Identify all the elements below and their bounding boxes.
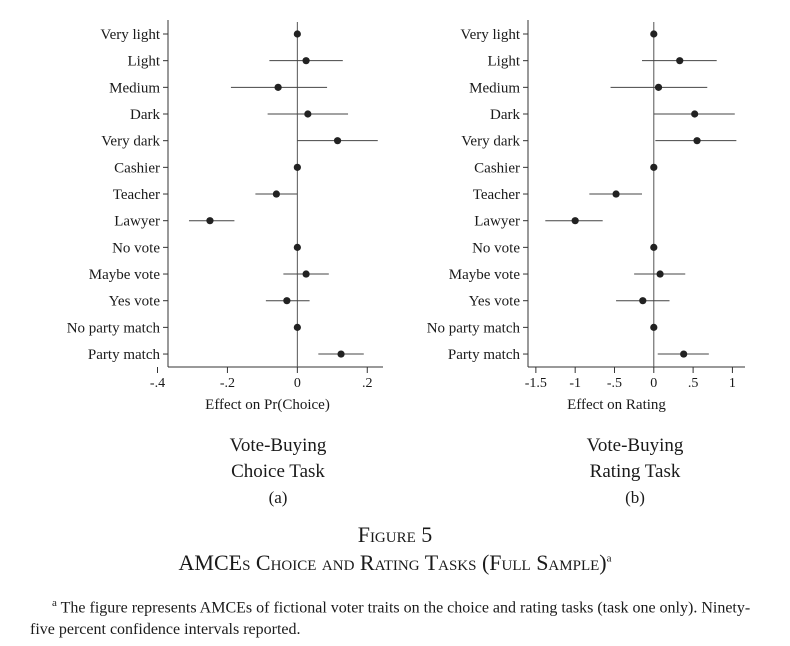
panel-b-x-tick-label: -1.5 [525, 376, 547, 391]
panel-b-y-tick-label: Very dark [461, 134, 520, 150]
panel-a-y-tick-label: Dark [130, 107, 160, 123]
panel-a-estimate-point [293, 323, 301, 331]
panel-a-y-tick-label: Maybe vote [89, 267, 161, 283]
panel-a-y-tick-label: Lawyer [114, 214, 160, 230]
panel-a-y-tick-label: No vote [112, 240, 160, 256]
panel-b-y-tick-label: Cashier [474, 160, 520, 176]
panel-a-estimate-point [333, 137, 342, 145]
panel-b-estimate-point [656, 270, 664, 278]
panel-a-estimate-point [293, 243, 301, 251]
panel-a-x-axis-label: Effect on Pr(Choice) [205, 397, 330, 413]
figure-label: Figure 5 [357, 522, 433, 547]
panel-b-estimate-point [691, 110, 699, 118]
panel-b-estimate-point [676, 57, 684, 65]
panel-b-plot: Very light Light Medium Dark Very dark Cashie… [427, 20, 745, 413]
panel-b-sublabel: (b) [625, 488, 645, 507]
panel-b-caption: Vote-Buying Rating Task (b) [525, 433, 745, 511]
figure-title: AMCEs Choice and Rating Tasks (Full Samp… [0, 550, 790, 576]
panel-a-sublabel: (a) [268, 488, 288, 507]
panel-a-estimate-point [293, 30, 301, 38]
panel-b-x-tick-label: .5 [688, 376, 699, 391]
panel-a-y-tick-label: Light [128, 54, 161, 70]
panel-b-y-tick-label: Dark [490, 107, 520, 123]
panel-b-caption-line1: Vote-Buying [586, 435, 684, 456]
panel-a-y-tick-label: Teacher [113, 187, 160, 203]
panel-b-x-tick-label: 1 [729, 376, 736, 391]
panel-a-y-tick-label: Very dark [101, 134, 160, 150]
panel-b-y-tick-label: Very light [460, 27, 520, 43]
panel-b-estimate-point [693, 137, 701, 145]
panel-a-estimate-point [302, 270, 310, 278]
panel-b-x-tick-label: 0 [650, 376, 657, 391]
panel-b-estimate-point [612, 190, 620, 198]
panel-a-y-tick-label: Medium [109, 80, 160, 96]
panel-b-estimate-point [571, 217, 579, 225]
panel-b-estimate-point [650, 243, 658, 251]
panel-b-estimate-point [650, 30, 658, 38]
panel-b-y-tick-label: Maybe vote [449, 267, 521, 283]
panel-a-y-tick-label: Party match [88, 347, 161, 363]
panel-a-estimate-point [283, 297, 291, 305]
panel-b-y-tick-label: Yes vote [469, 294, 521, 310]
footnote-mark: a [52, 597, 57, 609]
panel-a-x-tick-label: 0 [294, 376, 301, 391]
panel-a-x-tick-label: -.2 [220, 376, 235, 391]
figure-title-text: AMCEs Choice and Rating Tasks (Full Samp… [178, 550, 607, 575]
panel-b-y-tick-label: No party match [427, 320, 521, 336]
panel-b-x-tick-label: -.5 [607, 376, 622, 391]
panel-b-y-tick-label: No vote [472, 240, 520, 256]
panel-b-x-tick-label: -1 [569, 376, 581, 391]
panel-a-estimate-point [293, 163, 301, 171]
figure-chart-area: Very light Light Medium Dark Very dark Cashie… [67, 20, 745, 413]
panel-b-estimate-point [639, 297, 647, 305]
panel-a-x-tick-label: -.4 [150, 376, 165, 391]
panel-a-plot: Very light Light Medium Dark Very dark Cashie… [67, 20, 383, 413]
panel-a-caption-line2: Choice Task [231, 461, 325, 482]
panel-a-estimate-point [274, 83, 282, 91]
panel-b-estimate-point [654, 83, 663, 91]
panel-a-estimate-point [302, 57, 310, 65]
panel-b-x-axis-label: Effect on Rating [567, 397, 666, 413]
panel-a-caption: Vote-Buying Choice Task (a) [168, 433, 388, 511]
panel-a-estimate-point [272, 190, 280, 198]
panel-a-y-tick-label: Cashier [114, 160, 160, 176]
panel-b-y-tick-label: Lawyer [474, 214, 520, 230]
panel-a-y-tick-label: No party match [67, 320, 161, 336]
panel-a-x-tick-label: .2 [362, 376, 373, 391]
panel-a-estimate-point [206, 217, 214, 225]
panel-b-y-tick-label: Light [488, 54, 521, 70]
panel-a-y-tick-label: Yes vote [109, 294, 161, 310]
panel-a-estimate-point [337, 350, 345, 358]
panel-b-estimate-point [650, 163, 658, 171]
figure-footnote: a The figure represents AMCEs of fiction… [30, 592, 775, 641]
figure-title-footnote-mark: a [606, 552, 612, 565]
panel-b-caption-line2: Rating Task [589, 461, 681, 482]
panel-b-y-tick-label: Medium [469, 80, 520, 96]
panel-b-y-tick-label: Party match [448, 347, 521, 363]
panel-b-y-tick-label: Teacher [473, 187, 520, 203]
panel-b-estimate-point [650, 323, 658, 331]
footnote-text: The figure represents AMCEs of fictional… [30, 599, 751, 639]
panel-a-caption-line1: Vote-Buying [229, 435, 327, 456]
panel-a-estimate-point [304, 110, 312, 118]
panel-b-estimate-point [680, 350, 688, 358]
panel-a-y-tick-label: Very light [100, 27, 160, 43]
